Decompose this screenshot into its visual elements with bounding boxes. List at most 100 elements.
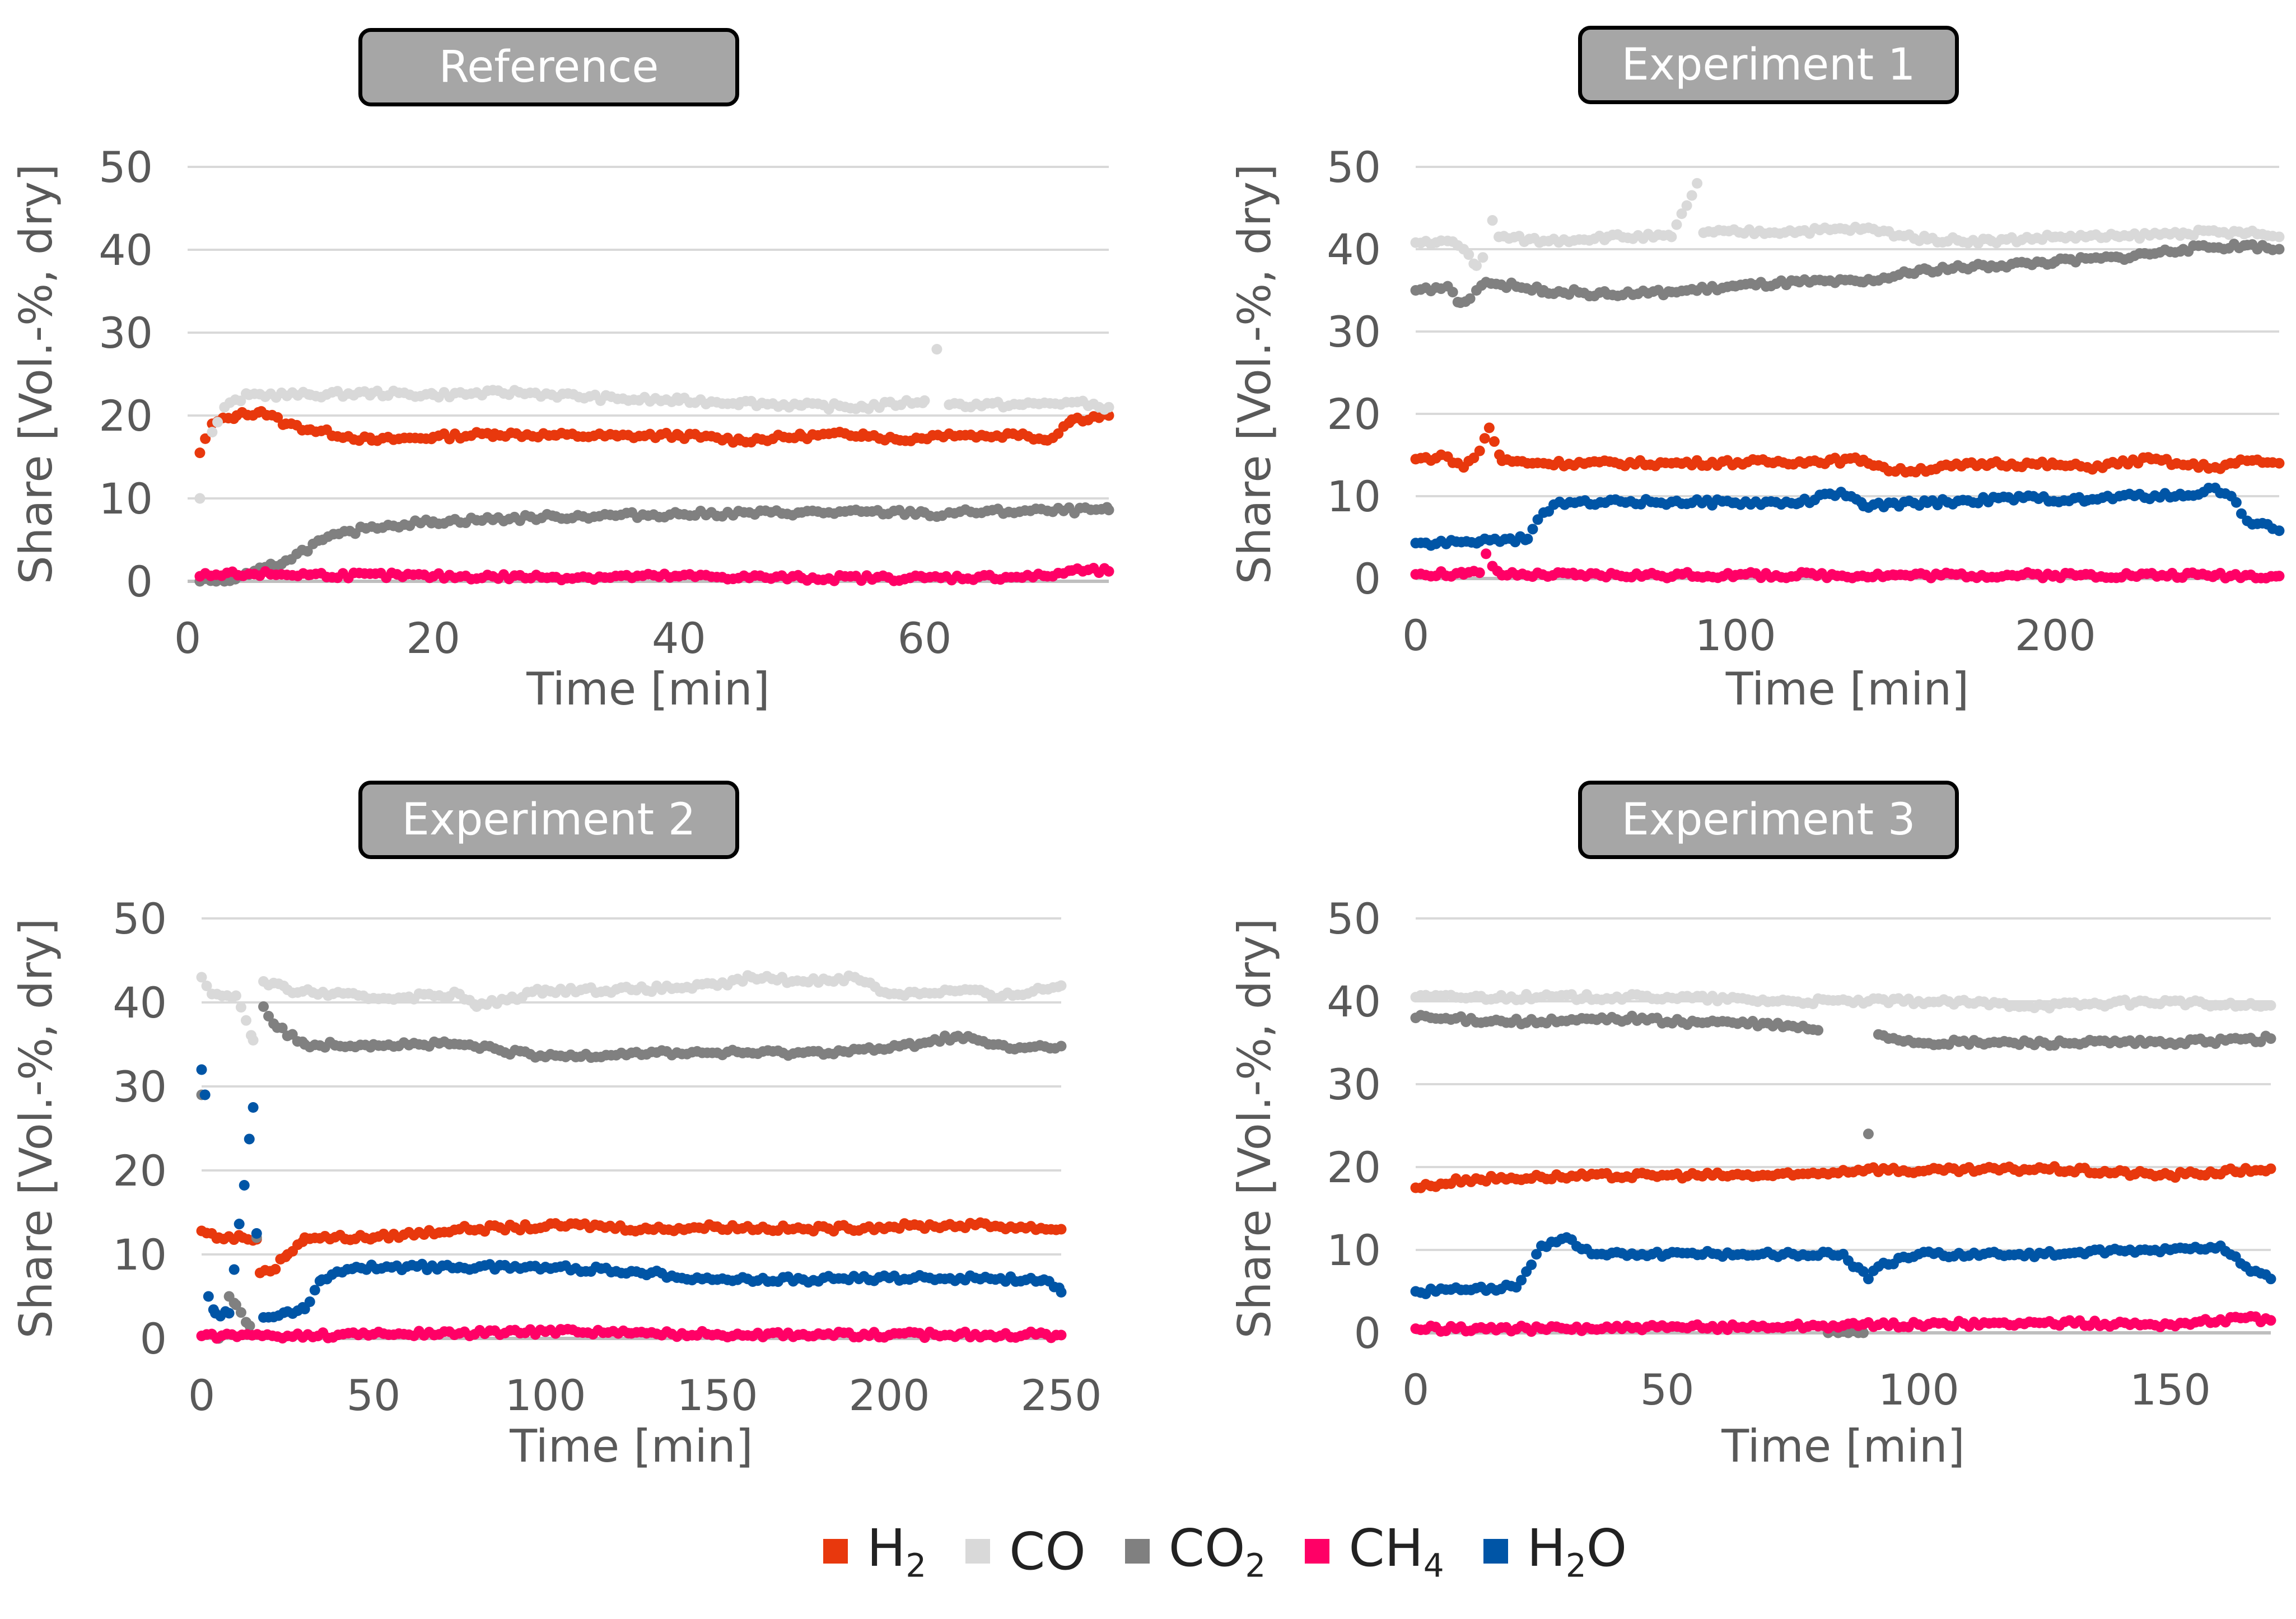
data-point [1855, 224, 1866, 235]
data-point [792, 1272, 804, 1284]
x-tick-label: 40 [652, 613, 706, 663]
panel-title-reference: Reference [358, 28, 739, 106]
data-point [363, 1330, 374, 1341]
data-point [313, 535, 324, 546]
data-point [1656, 1018, 1668, 1029]
data-point [304, 1296, 315, 1307]
data-point [964, 1270, 976, 1281]
data-point [1013, 430, 1024, 441]
x-tick-label: 100 [1878, 1365, 1959, 1415]
data-point [843, 970, 855, 981]
data-point [220, 1306, 231, 1317]
panel-title-experiment-1: Experiment 1 [1578, 26, 1959, 104]
data-point [228, 413, 240, 424]
data-point [964, 985, 976, 996]
data-point [1660, 499, 1672, 510]
data-point [2075, 461, 2087, 472]
data-point [1789, 227, 1800, 239]
data-point [2267, 231, 2278, 242]
data-point [201, 981, 212, 992]
data-point [212, 417, 223, 428]
y-axis-title: Share [Vol.-%, dry] [10, 164, 62, 585]
series-CO [1410, 178, 2285, 271]
y-tick-label: 40 [113, 978, 167, 1028]
data-point [879, 1332, 890, 1343]
data-point [2047, 457, 2058, 468]
x-tick-label: 0 [1402, 1365, 1429, 1415]
data-point [228, 1264, 240, 1275]
y-tick-label: 40 [99, 225, 153, 275]
data-point [1063, 417, 1075, 428]
data-point [1463, 249, 1474, 260]
data-point [2159, 995, 2171, 1006]
y-tick-label: 0 [1354, 554, 1381, 604]
x-axis-title: Time [min] [526, 663, 770, 715]
data-point [1858, 1165, 1869, 1177]
data-point [1908, 1037, 1919, 1048]
data-point [1671, 219, 1682, 230]
legend-swatch [1483, 1538, 1508, 1564]
data-point [2171, 458, 2182, 469]
data-point [1581, 1243, 1592, 1254]
data-point [707, 1329, 718, 1341]
data-point [365, 1042, 376, 1053]
data-point [2267, 457, 2278, 468]
data-point [1038, 570, 1049, 581]
data-point [2047, 258, 2058, 269]
data-point [278, 1307, 290, 1318]
data-point [1868, 1265, 1879, 1276]
data-point [235, 395, 246, 407]
data-point [1681, 200, 1692, 211]
y-tick-label: 20 [1327, 1142, 1381, 1192]
x-tick-label: 0 [174, 613, 201, 663]
series-CH4 [196, 1324, 1067, 1344]
series-H2O [1410, 482, 2285, 551]
data-point [547, 571, 558, 582]
data-point [938, 431, 949, 442]
data-point [203, 1291, 214, 1302]
legend-item-h2: H2 [823, 1518, 926, 1584]
y-tick-label: 10 [113, 1230, 167, 1280]
data-point [976, 430, 987, 441]
data-point [2210, 1000, 2221, 1011]
y-tick-label: 30 [99, 308, 153, 358]
chart-0: 0 10 20 30 40 50 0 20 40 60 Time [min] Share [Vol.-… [10, 142, 1114, 715]
y-tick-label: 10 [99, 474, 153, 524]
data-point [2235, 454, 2246, 465]
data-point [1983, 234, 1994, 245]
data-point [1452, 458, 1463, 469]
y-tick-label: 40 [1327, 977, 1381, 1027]
data-point [1483, 422, 1495, 433]
data-point [509, 385, 520, 396]
data-point [278, 980, 290, 991]
data-point [309, 1285, 320, 1296]
data-point [1053, 981, 1064, 992]
data-point [570, 1218, 581, 1229]
data-point [1548, 499, 1560, 510]
data-point [302, 424, 313, 436]
legend-label: CO2 [1168, 1518, 1266, 1585]
data-point [1727, 280, 1738, 291]
x-tick-label: 100 [1695, 610, 1776, 660]
data-point [361, 522, 372, 534]
y-tick-label: 30 [113, 1062, 167, 1112]
data-point [742, 970, 753, 981]
data-point [1887, 569, 1898, 580]
data-point [1919, 495, 1930, 506]
data-point [792, 570, 804, 581]
data-point [1788, 459, 1799, 470]
data-point [2034, 1248, 2045, 1259]
data-point [2174, 230, 2186, 241]
y-tick-label: 20 [113, 1146, 167, 1196]
data-point [916, 506, 927, 517]
series-CH4 [1410, 1311, 2276, 1337]
data-point [2107, 493, 2118, 505]
data-point [1532, 514, 1543, 525]
data-point [1506, 1281, 1517, 1292]
data-point [1707, 1015, 1718, 1027]
data-point [1476, 280, 1487, 291]
data-point [240, 1317, 251, 1328]
panel-title-experiment-3: Experiment 3 [1578, 781, 1959, 859]
data-point [1049, 1043, 1061, 1054]
legend-item-co: CO [965, 1522, 1086, 1581]
